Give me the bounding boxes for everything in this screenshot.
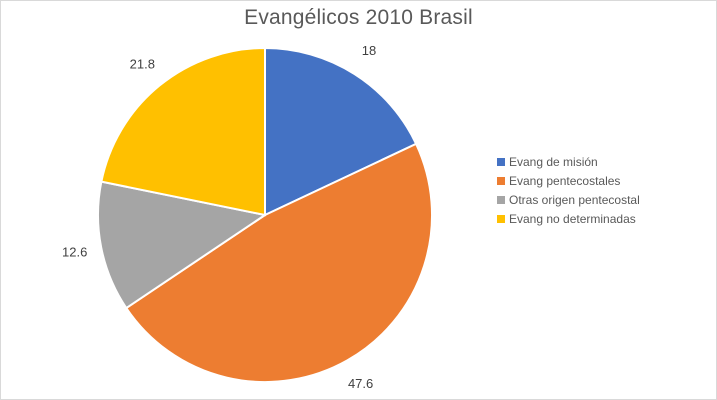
legend-swatch [497,176,505,185]
legend-label: Otras origen pentecostal [509,192,640,207]
pie-slice-evang-no-determinadas [100,46,266,217]
chart-title: Evangélicos 2010 Brasil [244,6,473,29]
legend-item-evang-de-mision: Evang de misión [497,152,640,171]
legend-label: Evang pentecostales [509,173,621,188]
data-labels: 18 47.6 12.6 21.8 [62,43,376,391]
legend-item-otras-origen-pentecostal: Otras origen pentecostal [497,190,640,209]
data-label-evang-no-determinadas: 21.8 [130,57,155,72]
legend-label: Evang de misión [509,154,598,169]
pie-slices [97,46,434,383]
data-label-otras-origen-pentecostal: 12.6 [62,245,87,260]
legend-swatch [497,214,505,223]
data-label-evang-pentecostales: 47.6 [348,376,373,391]
pie-slice-otras-origen-pentecostal [97,180,268,310]
legend-swatch [497,157,505,166]
legend-label: Evang no determinadas [509,211,636,226]
pie-slice-evang-de-mision [264,46,418,217]
legend-item-evang-pentecostales: Evang pentecostales [497,171,640,190]
legend-swatch [497,195,505,204]
data-label-evang-de-mision: 18 [362,43,376,58]
legend-item-evang-no-determinadas: Evang no determinadas [497,209,640,228]
legend: Evang de misión Evang pentecostales Otras … [497,152,640,228]
pie-slice-evang-pentecostales [124,142,434,383]
